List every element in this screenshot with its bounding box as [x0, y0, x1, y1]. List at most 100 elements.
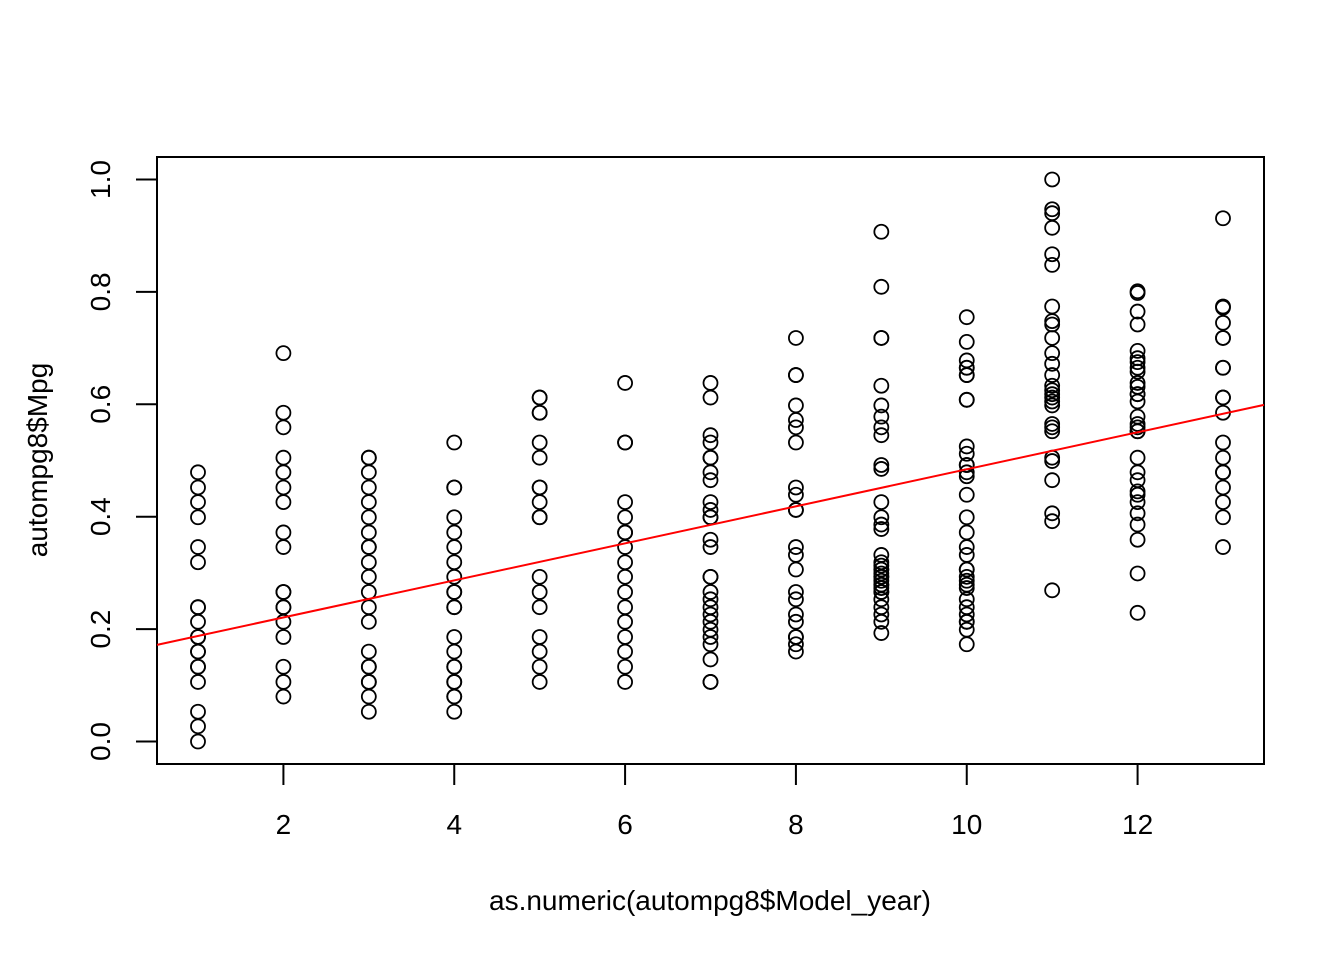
data-point — [1044, 393, 1061, 410]
data-point — [617, 629, 633, 645]
data-point — [788, 502, 804, 518]
data-point — [360, 643, 377, 660]
plot-frame — [156, 156, 1265, 765]
data-point — [702, 464, 719, 481]
data-point — [1044, 377, 1061, 394]
data-point — [446, 703, 463, 720]
data-point — [1129, 486, 1146, 503]
data-point — [446, 658, 463, 675]
data-point — [1129, 604, 1146, 621]
data-point — [1129, 375, 1146, 391]
data-point — [788, 397, 804, 414]
data-point — [958, 334, 975, 350]
data-point — [360, 479, 377, 496]
data-point — [1129, 464, 1146, 481]
data-point — [531, 629, 548, 645]
data-point — [1215, 359, 1231, 376]
data-point — [702, 606, 719, 623]
data-point — [275, 449, 292, 466]
data-point — [446, 643, 463, 660]
data-point — [873, 457, 890, 473]
data-point — [788, 419, 804, 436]
data-point — [275, 539, 292, 555]
data-point — [446, 524, 463, 541]
data-point — [702, 584, 719, 600]
x-axis-label: as.numeric(autompg8$Model_year) — [489, 885, 931, 916]
data-point — [360, 509, 377, 526]
data-point — [617, 674, 633, 690]
data-point — [1215, 464, 1231, 481]
data-point — [531, 404, 548, 421]
data-point — [190, 613, 206, 630]
data-point — [446, 629, 463, 645]
data-point — [788, 412, 804, 428]
data-point — [1044, 389, 1061, 406]
data-point — [190, 674, 206, 690]
data-point — [958, 568, 975, 585]
data-point — [1044, 257, 1061, 273]
data-point — [190, 554, 206, 571]
data-point — [1044, 472, 1061, 489]
data-point — [1044, 345, 1061, 362]
regression-line — [156, 403, 1265, 646]
data-point — [275, 479, 292, 496]
data-point — [1044, 382, 1061, 399]
data-point — [702, 502, 719, 518]
data-point — [360, 599, 377, 616]
data-point — [617, 599, 633, 616]
data-point — [275, 404, 292, 421]
data-point — [958, 309, 975, 326]
data-point — [275, 629, 292, 645]
data-point — [617, 539, 633, 555]
data-point — [702, 674, 719, 690]
x-tick-label: 6 — [617, 809, 633, 840]
data-point — [531, 479, 548, 496]
data-point — [275, 658, 292, 675]
data-point — [1044, 316, 1061, 333]
data-point — [1215, 494, 1231, 510]
data-point — [446, 554, 463, 571]
data-point — [788, 539, 804, 555]
data-point — [190, 479, 206, 496]
data-point — [873, 584, 890, 600]
data-point — [360, 703, 377, 720]
data-point — [1215, 434, 1231, 451]
data-point — [1129, 531, 1146, 548]
data-point — [617, 524, 633, 541]
x-tick-label: 10 — [951, 809, 982, 840]
data-point — [1215, 314, 1231, 331]
data-point — [873, 561, 890, 578]
data-point — [1044, 246, 1061, 263]
y-axis: 0.0 0.2 0.4 0.6 0.8 1.0 — [85, 160, 158, 761]
data-point — [873, 516, 890, 533]
data-point — [873, 509, 890, 526]
data-point — [873, 494, 890, 510]
data-point — [531, 449, 548, 466]
data-point — [702, 613, 719, 630]
y-tick-label: 0.0 — [85, 722, 116, 761]
data-point — [1044, 582, 1061, 599]
data-point — [531, 434, 548, 451]
data-point — [958, 509, 975, 526]
y-tick-label: 0.8 — [85, 272, 116, 311]
data-point — [1129, 316, 1146, 333]
data-point — [1044, 423, 1061, 440]
data-point — [531, 658, 548, 675]
data-point — [1044, 453, 1061, 469]
data-points — [190, 171, 1231, 750]
data-point — [1129, 449, 1146, 466]
data-point — [1044, 397, 1061, 414]
data-point — [1129, 354, 1146, 371]
data-point — [873, 613, 890, 630]
data-point — [788, 591, 804, 608]
data-point — [1044, 367, 1061, 383]
data-point — [873, 278, 890, 295]
data-point — [702, 651, 719, 668]
data-point — [958, 636, 975, 653]
x-tick-label: 8 — [788, 809, 804, 840]
data-point — [275, 599, 292, 616]
data-point — [873, 521, 890, 537]
data-point — [873, 377, 890, 394]
data-point — [531, 389, 548, 406]
